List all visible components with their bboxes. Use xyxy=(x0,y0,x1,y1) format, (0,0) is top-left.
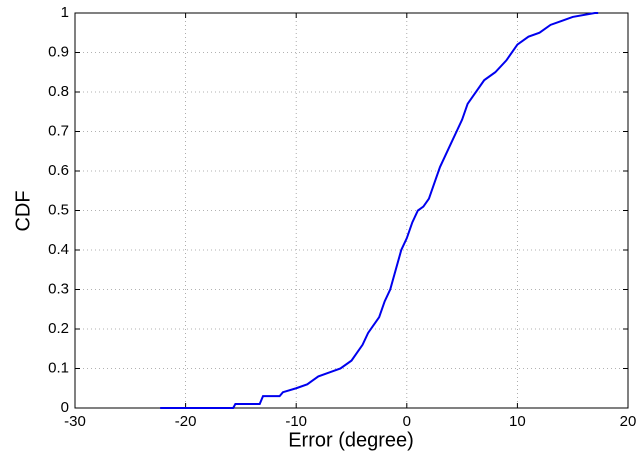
y-tick-label: 1 xyxy=(61,4,69,21)
x-tick-label: 0 xyxy=(403,413,411,430)
y-tick-label: 0.2 xyxy=(48,320,69,337)
x-axis-label: Error (degree) xyxy=(288,429,414,451)
x-tick-label: -30 xyxy=(64,413,86,430)
y-tick-label: 0.9 xyxy=(48,43,69,60)
y-tick-label: 0.7 xyxy=(48,122,69,139)
y-tick-label: 0.6 xyxy=(48,162,69,179)
y-tick-label: 0.1 xyxy=(48,359,69,376)
y-tick-label: 0.8 xyxy=(48,83,69,100)
y-axis-label: CDF xyxy=(12,190,34,231)
x-tick-label: 20 xyxy=(620,413,637,430)
x-tick-label: -20 xyxy=(175,413,197,430)
y-tick-label: 0.5 xyxy=(48,201,69,218)
x-tick-label: -10 xyxy=(285,413,307,430)
y-tick-label: 0 xyxy=(61,399,69,416)
x-tick-label: 10 xyxy=(509,413,526,430)
y-tick-label: 0.4 xyxy=(48,241,69,258)
plot-frame xyxy=(74,12,629,409)
cdf-line xyxy=(160,12,599,409)
y-tick-label: 0.3 xyxy=(48,280,69,297)
